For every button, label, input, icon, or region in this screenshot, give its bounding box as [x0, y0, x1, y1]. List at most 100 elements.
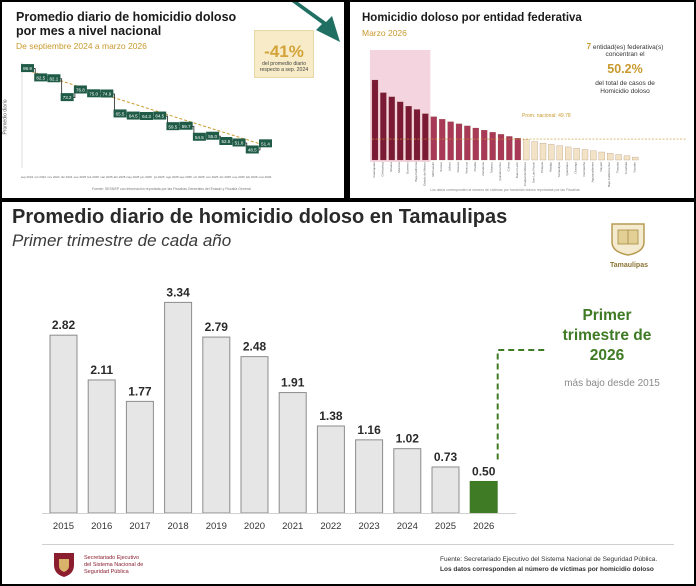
state-bar-1: [380, 92, 387, 161]
footer-org-2: del Sistema Nacional de: [84, 562, 144, 568]
bar-label-2022: 1.38: [319, 409, 343, 423]
state-bar-20: [539, 143, 547, 161]
national-value-1: 82.5: [36, 76, 45, 81]
national-point-10: [153, 111, 167, 120]
national-x-tick-13: oct 2025: [193, 175, 205, 179]
state-bar-30: [623, 155, 631, 161]
state-label-14: Tabasco: [490, 162, 494, 174]
state-label-24: Durango: [574, 162, 578, 174]
page-title: Promedio diario de homicidio doloso en T…: [12, 206, 508, 228]
state-footnote: Los datos corresponden al número de víct…: [430, 188, 580, 192]
state-bar-12: [472, 127, 479, 161]
state-bar-29: [615, 154, 622, 161]
concentration-count-text: entidad(es) federativa(s): [592, 44, 664, 51]
national-point-8: [126, 111, 140, 120]
national-point-14: [206, 131, 220, 140]
reduction-value: -41%: [264, 42, 304, 61]
annotation-title: Primer trimestre de 2026: [542, 306, 672, 366]
bar-label-2015: 2.82: [52, 318, 76, 332]
footer-source: Fuente: Secretariado Ejecutivo del Siste…: [440, 556, 658, 563]
state-bar-10: [455, 123, 463, 161]
national-value-0: 86.9: [23, 66, 32, 71]
national-value-8: 64.5: [129, 114, 138, 119]
state-label-29: Tlaxcala: [616, 162, 620, 174]
state-label-20: Chiapas: [540, 162, 544, 174]
annotation-subtitle: más bajo desde 2015: [564, 378, 660, 389]
footer-divider: [42, 544, 674, 545]
state-bar-18: [523, 139, 530, 161]
state-bar-17: [514, 138, 521, 161]
state-label-23: Querétaro: [565, 162, 569, 176]
bar-2015: [49, 334, 78, 514]
national-value-4: 76.8: [76, 88, 85, 93]
state-label-30: Coahuila: [624, 162, 628, 174]
state-label-5: Baja California: [414, 162, 418, 182]
state-label-22: Tamaulipas: [557, 162, 561, 178]
national-x-tick-16: ene 2026: [232, 175, 245, 179]
national-x-tick-1: oct 2024: [34, 175, 46, 179]
footer-note: Los datos corresponden al número de víct…: [440, 566, 654, 573]
x-tick-2022: 2022: [320, 521, 341, 532]
national-x-tick-0: sep 2024: [21, 175, 34, 179]
page-subtitle: Primer trimestre de cada año: [12, 231, 232, 250]
state-bar-27: [598, 151, 605, 161]
state-bar-8: [439, 119, 446, 161]
concentration-detail-2: Homicidio doloso: [600, 88, 650, 95]
state-label-7: Michoacán: [431, 162, 435, 177]
reduction-text: del promedio diario respecto a sep. 2024: [255, 61, 313, 73]
x-tick-2015: 2015: [53, 521, 74, 532]
state-label-31: Yucatán: [632, 162, 636, 173]
state-bar-14: [489, 132, 496, 161]
national-point-2: [47, 74, 61, 83]
national-point-17: [245, 145, 259, 154]
state-label-26: Aguascalientes: [590, 162, 594, 183]
bar-2024: [393, 448, 422, 514]
national-point-12: [179, 121, 193, 130]
national-x-tick-3: dic 2024: [61, 175, 73, 179]
national-point-4: [73, 85, 87, 94]
national-value-6: 74.9: [102, 92, 111, 97]
state-label-6: Estado de México: [422, 162, 426, 186]
national-x-tick-10: jul 2025: [153, 175, 165, 179]
national-point-16: [232, 138, 246, 147]
national-value-13: 54.5: [195, 135, 204, 140]
concentration-text-2: concentran el: [605, 51, 645, 58]
tamaulipas-logo-label: Tamaulipas: [610, 262, 648, 269]
state-bar-5: [413, 109, 421, 161]
state-bar-6: [422, 113, 429, 161]
state-bar-15: [497, 134, 505, 161]
national-point-9: [140, 111, 153, 120]
state-bar-16: [506, 136, 513, 161]
state-label-11: Veracruz: [464, 162, 468, 174]
state-bar-3: [397, 101, 404, 161]
national-x-tick-9: jun 2025: [139, 175, 152, 179]
state-bar-11: [464, 125, 471, 161]
national-value-10: 64.5: [155, 114, 164, 119]
national-point-3: [60, 93, 74, 102]
footer-org-1: Secretariado Ejecutivo: [84, 555, 140, 561]
bar-label-2018: 3.34: [166, 285, 190, 299]
state-label-13: Zacatecas: [481, 162, 485, 176]
x-tick-2021: 2021: [282, 521, 303, 532]
national-x-tick-6: mar 2025: [100, 175, 113, 179]
state-bar-24: [573, 148, 580, 161]
national-value-5: 75.0: [89, 91, 98, 96]
bar-label-2021: 1.91: [281, 376, 305, 390]
state-label-17: Nuevo León: [515, 162, 519, 179]
state-bar-chart: Guanajuato Chihuahua Sinaloa Morelos Guerrer…: [370, 50, 686, 187]
state-bar-22: [556, 145, 563, 161]
bar-label-2016: 2.11: [90, 363, 113, 377]
national-line-chart: 86.9 sep 2024 82.5 oct 2024 82.1 nov 2024 73.2…: [21, 2, 340, 179]
bar-2020: [240, 356, 269, 514]
state-label-12: Puebla: [473, 162, 477, 172]
bar-label-2025: 0.73: [434, 450, 458, 464]
reduction-text-2: respecto a sep. 2024: [259, 67, 309, 73]
state-chart-title: Homicidio doloso por entidad federativa: [362, 12, 582, 24]
state-bar-0: [371, 79, 379, 161]
teal-arrow-icon: [292, 2, 340, 42]
bar-label-2026: 0.50: [472, 464, 496, 478]
bar-label-2023: 1.16: [357, 423, 381, 437]
bar-2023: [355, 439, 384, 514]
state-panel: Homicidio doloso por entidad federativa …: [350, 2, 694, 198]
national-point-5: [87, 89, 101, 98]
